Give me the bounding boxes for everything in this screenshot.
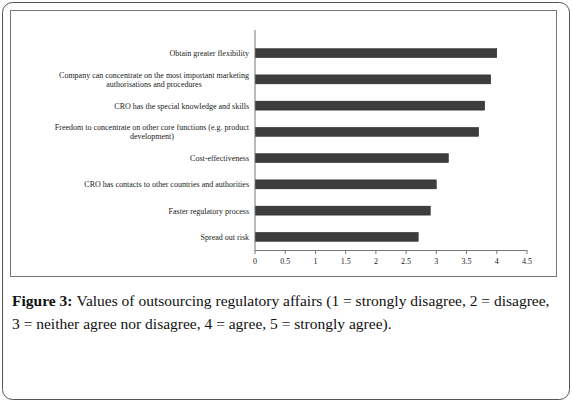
x-tick — [496, 250, 497, 254]
label-line: Freedom to concentrate on other core fun… — [55, 123, 250, 132]
x-tick-label: 1.5 — [341, 257, 351, 266]
x-tick — [406, 250, 407, 254]
x-tick-label: 2.5 — [401, 257, 411, 266]
x-tick-label: 4.5 — [522, 257, 532, 266]
outer-border — [3, 3, 570, 400]
label-line: CRO has contacts to other countries and … — [84, 180, 249, 189]
x-tick — [466, 250, 467, 254]
label-line: Faster regulatory process — [169, 207, 249, 216]
label-line: Obtain greater flexibility — [169, 49, 249, 58]
bar — [255, 180, 436, 189]
x-tick-label: 2 — [374, 257, 378, 266]
x-tick-label: 3 — [434, 257, 438, 266]
x-tick — [375, 250, 376, 254]
chart-frame — [11, 11, 557, 277]
caption-line: 3 = neither agree nor disagree, 4 = agre… — [12, 315, 392, 333]
category-label: Freedom to concentrate on other core fun… — [55, 123, 250, 141]
bar — [255, 75, 491, 84]
x-tick-label: 3.5 — [462, 257, 472, 266]
category-label: Obtain greater flexibility — [169, 49, 249, 58]
x-tick — [436, 250, 437, 254]
bar — [255, 154, 448, 163]
x-tick — [315, 250, 316, 254]
x-axis — [255, 250, 527, 251]
label-line: Spread out risk — [201, 233, 249, 242]
caption-label: Figure 3: — [12, 292, 72, 309]
x-tick-label: 0 — [253, 257, 257, 266]
bar — [255, 127, 479, 136]
bar — [255, 49, 497, 58]
category-label: CRO has contacts to other countries and … — [84, 180, 249, 189]
category-label: Company can concentrate on the most impo… — [59, 71, 249, 89]
caption: Values of outsourcing regulatory affairs… — [12, 292, 549, 333]
category-label: Faster regulatory process — [169, 207, 249, 216]
label-line: CRO has the special knowledge and skills — [114, 102, 249, 111]
label-line: authorisations and procedures — [106, 80, 202, 89]
x-tick — [345, 250, 346, 254]
caption-label-line: Figure 3: — [12, 292, 72, 309]
label-line: development) — [130, 132, 174, 141]
category-label: CRO has the special knowledge and skills — [114, 102, 249, 111]
x-tick-label: 4 — [495, 257, 499, 266]
figure: 0 0.5 1 1.5 2 2.5 3 3.5 4 4.5 Obtain greater flexi… — [0, 0, 572, 402]
bar — [255, 206, 430, 215]
bar — [255, 232, 418, 241]
x-tick-label: 1 — [313, 257, 317, 266]
category-label: Cost-effectiveness — [190, 154, 249, 163]
label-line: Company can concentrate on the most impo… — [59, 71, 249, 80]
bars — [255, 49, 497, 242]
category-label: Spread out risk — [201, 233, 249, 242]
caption-line: Values of outsourcing regulatory affairs… — [76, 292, 549, 310]
x-tick — [285, 250, 286, 254]
bar — [255, 101, 485, 110]
label-line: Cost-effectiveness — [190, 154, 249, 163]
x-tick — [255, 250, 256, 254]
y-axis — [255, 30, 256, 250]
x-tick — [527, 250, 528, 254]
x-tick-label: 0.5 — [280, 257, 290, 266]
